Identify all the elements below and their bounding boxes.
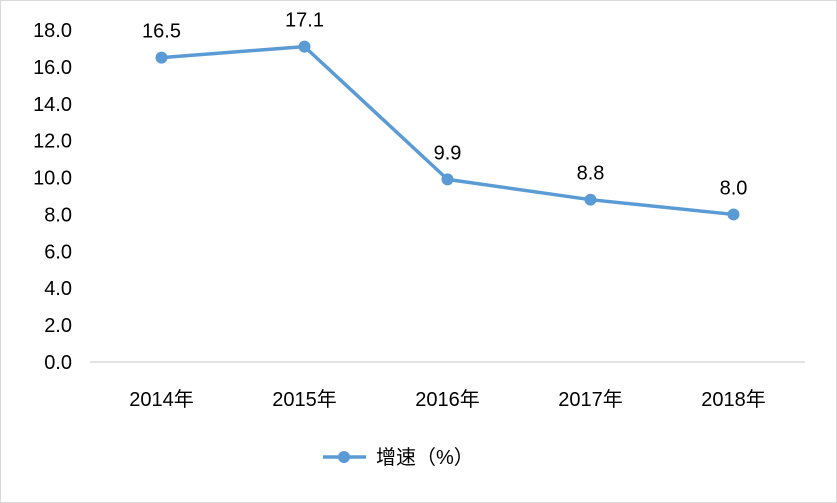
y-axis-ticks: 0.0 2.0 4.0 6.0 8.0 10.0 12.0 14.0 16.0 18.0 — [33, 20, 72, 374]
data-point — [727, 208, 740, 221]
legend: 增速（%） — [323, 446, 474, 469]
y-tick-label: 16.0 — [33, 57, 72, 79]
x-tick-label: 2015年 — [272, 388, 337, 411]
y-tick-label: 4.0 — [44, 278, 72, 300]
y-tick-label: 14.0 — [33, 94, 72, 116]
x-tick-label: 2018年 — [701, 388, 766, 411]
x-axis-ticks: 2014年 2015年 2016年 2017年 2018年 — [129, 388, 766, 411]
legend-marker-icon — [338, 451, 350, 463]
x-tick-label: 2016年 — [415, 388, 480, 411]
x-tick-label: 2014年 — [129, 388, 194, 411]
data-label: 8.8 — [577, 163, 605, 185]
data-label: 8.0 — [720, 177, 748, 199]
y-tick-label: 0.0 — [44, 352, 72, 374]
data-label: 9.9 — [434, 142, 462, 164]
y-tick-label: 2.0 — [44, 315, 72, 337]
y-tick-label: 18.0 — [33, 20, 72, 42]
y-tick-label: 6.0 — [44, 241, 72, 263]
y-tick-label: 8.0 — [44, 204, 72, 226]
data-label: 17.1 — [285, 10, 324, 32]
data-point — [441, 173, 454, 186]
data-labels: 16.5 17.1 9.9 8.8 8.0 — [142, 10, 747, 200]
data-point — [155, 51, 168, 64]
legend-label: 增速（%） — [376, 446, 474, 469]
series-points — [155, 40, 740, 221]
series-line-growth-rate — [161, 44, 734, 217]
y-tick-label: 12.0 — [33, 131, 72, 153]
data-point — [298, 40, 311, 53]
data-point — [584, 193, 597, 206]
x-tick-label: 2017年 — [558, 388, 623, 411]
y-tick-label: 10.0 — [33, 168, 72, 190]
data-label: 16.5 — [142, 21, 181, 43]
